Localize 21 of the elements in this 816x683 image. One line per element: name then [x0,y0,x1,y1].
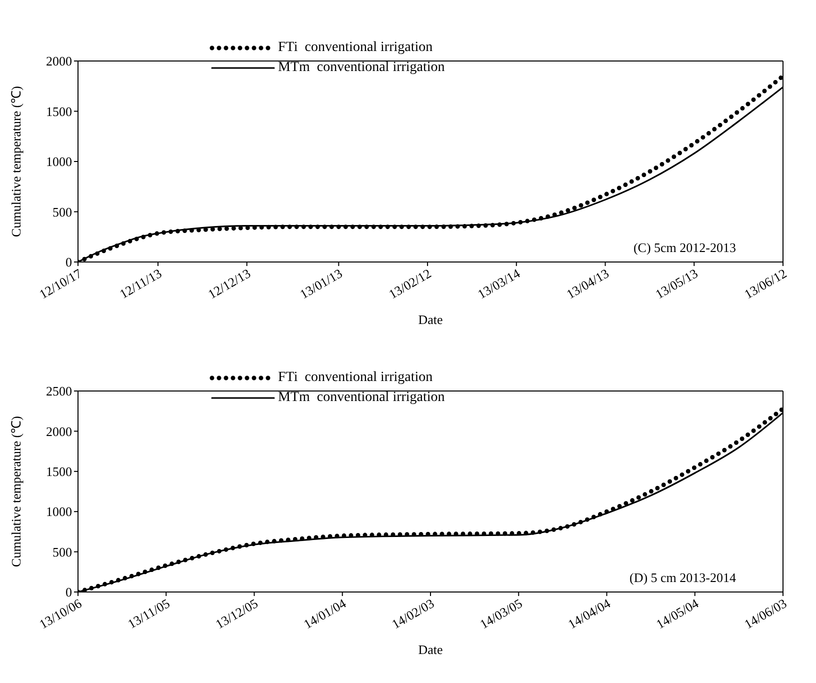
y-tick-label: 1000 [46,504,72,520]
x-axis-title: Date [418,642,443,657]
y-tick-label: 0 [66,584,72,600]
annotation: (C) 5cm 2012-2013 [633,240,736,256]
y-tick-label: 2000 [46,424,72,439]
annotation: (D) 5 cm 2013-2014 [629,570,736,586]
x-axis-title: Date [418,312,443,327]
legend-label: MTm conventional irrigation [278,390,445,406]
legend-label: FTi conventional irrigation [278,370,433,386]
y-tick-label: 0 [66,254,72,270]
y-axis-title: Cumulative temperature (℃) [8,86,24,237]
y-tick-label: 1500 [46,464,72,480]
y-tick-label: 500 [52,204,72,220]
y-tick-label: 2000 [46,54,72,69]
y-tick-label: 500 [52,544,72,560]
legend-label: FTi conventional irrigation [278,40,433,56]
y-tick-label: 2500 [46,384,72,399]
y-tick-label: 1500 [46,104,72,119]
legend-label: MTm conventional irrigation [278,60,445,76]
y-tick-label: 1000 [46,154,72,170]
y-axis-title: Cumulative temperature (℃) [8,416,24,567]
